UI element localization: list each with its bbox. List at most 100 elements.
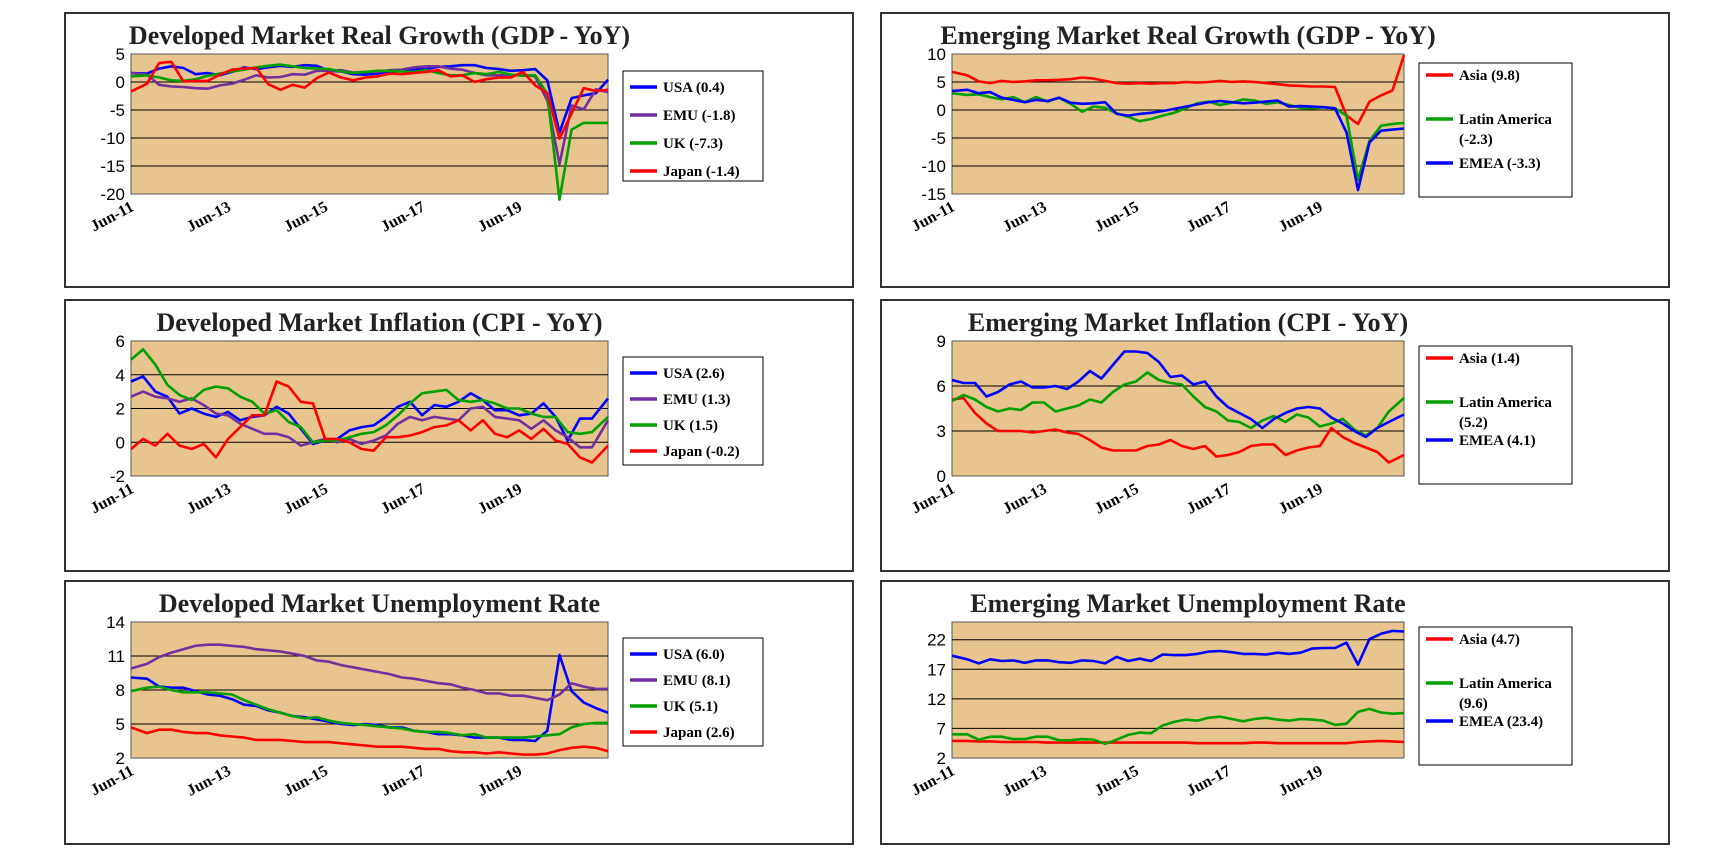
x-tick-label: Jun-17: [378, 199, 428, 236]
chart-svg: Emerging Market Unemployment Rate 22 17 12 7…: [909, 589, 1573, 800]
x-tick-label: Jun-19: [475, 763, 525, 800]
y-tick-label: 3: [937, 422, 946, 441]
legend-label: Japan (2.6): [663, 725, 735, 741]
legend-label: UK (1.5): [663, 418, 718, 434]
legend-label: Japan (-1.4): [663, 164, 740, 180]
series-line: [951, 54, 1406, 126]
legend-label: UK (-7.3): [663, 136, 723, 152]
x-tick-label: Jun-11: [88, 763, 137, 800]
y-tick-label: 0: [116, 433, 125, 452]
series-line: [951, 371, 1405, 437]
chart-svg: Developed Market Real Growth (GDP - YoY)…: [88, 21, 764, 236]
y-tick-label: 22: [927, 631, 946, 650]
y-tick-label: 0: [937, 467, 946, 486]
legend-box: [1418, 62, 1573, 198]
x-tick-label: Jun-19: [1276, 481, 1326, 518]
x-tick-label: Jun-13: [184, 481, 234, 518]
y-tick-label: 0: [116, 73, 125, 92]
series-line: [951, 629, 1405, 666]
chart-title: Emerging Market Inflation (CPI - YoY): [968, 308, 1408, 337]
x-tick-label: Jun-17: [1184, 481, 1234, 518]
x-tick-label: Jun-13: [1000, 763, 1050, 800]
chart-title: Emerging Market Real Growth (GDP - YoY): [940, 21, 1435, 50]
legend-label: EMEA (4.1): [1459, 433, 1536, 449]
x-tick-label: Jun-15: [281, 481, 331, 518]
chart-panel-dm-cpi: Developed Market Inflation (CPI - YoY) 6 4…: [64, 299, 854, 572]
x-tick-label: Jun-17: [378, 763, 428, 800]
legend-label: Latin America (9.6): [1459, 676, 1552, 712]
chart-title: Developed Market Real Growth (GDP - YoY): [129, 21, 630, 50]
plot-area: [951, 621, 1405, 759]
legend-label: USA (6.0): [663, 647, 725, 663]
series-line: [130, 390, 610, 449]
series-line: [130, 643, 608, 702]
x-tick-label: Jun-11: [909, 763, 958, 800]
y-tick-label: 17: [927, 660, 946, 679]
legend-label: USA (0.4): [663, 80, 725, 96]
y-tick-label: 8: [116, 681, 125, 700]
series-line: [130, 726, 609, 756]
x-tick-label: Jun-15: [281, 199, 331, 236]
series-line: [951, 350, 1405, 439]
y-tick-label: -15: [100, 157, 125, 176]
legend-label: Asia (9.8): [1459, 68, 1520, 84]
legend-box: [622, 356, 764, 466]
chart-title: Developed Market Inflation (CPI - YoY): [156, 308, 602, 337]
plot-area: [951, 340, 1405, 477]
y-tick-label: -5: [931, 129, 946, 148]
y-tick-label: 2: [937, 749, 946, 768]
chart-panel-em-cpi: Emerging Market Inflation (CPI - YoY) 9 6 3…: [880, 299, 1670, 572]
series-line: [951, 396, 1405, 464]
series-line: [130, 63, 608, 201]
chart-panel-dm-unemployment: Developed Market Unemployment Rate 14 11 8 5…: [64, 580, 854, 845]
x-tick-label: Jun-11: [88, 199, 137, 236]
legend-box: [622, 637, 764, 747]
legend-label: Japan (-0.2): [663, 444, 740, 460]
y-tick-label: -20: [100, 185, 125, 204]
x-tick-label: Jun-13: [1000, 199, 1050, 236]
chart-title: Developed Market Unemployment Rate: [159, 589, 600, 618]
chart-svg: Developed Market Inflation (CPI - YoY) 6 4…: [88, 308, 764, 518]
x-tick-label: Jun-17: [378, 481, 428, 518]
series-line: [130, 685, 608, 739]
chart-svg: Emerging Market Real Growth (GDP - YoY)1…: [909, 21, 1573, 236]
x-tick-label: Jun-15: [1092, 481, 1142, 518]
x-tick-label: Jun-11: [88, 481, 137, 518]
y-tick-label: 2: [116, 749, 125, 768]
legend-label: EMU (8.1): [663, 673, 731, 689]
x-tick-label: Jun-19: [475, 199, 525, 236]
y-tick-label: 2: [116, 400, 125, 419]
y-tick-label: 6: [937, 377, 946, 396]
chart-panel-em-gdp: Emerging Market Real Growth (GDP - YoY) 1…: [880, 12, 1670, 288]
x-tick-label: Jun-15: [1092, 199, 1142, 236]
chart-panel-em-unemployment: Emerging Market Unemployment Rate 22 17 12 7…: [880, 580, 1670, 845]
y-tick-label: -2: [110, 467, 125, 486]
legend-label: UK (5.1): [663, 699, 718, 715]
y-tick-label: -15: [921, 185, 946, 204]
legend-label: Latin America (-2.3): [1459, 112, 1552, 148]
legend-label: EMU (-1.8): [663, 108, 735, 124]
chart-svg: Emerging Market Inflation (CPI - YoY) 9 6 3…: [909, 308, 1573, 518]
x-tick-label: Jun-15: [1092, 763, 1142, 800]
legend-box: [1418, 626, 1573, 766]
legend-label: USA (2.6): [663, 366, 725, 382]
x-tick-label: Jun-13: [184, 763, 234, 800]
legend-label: EMEA (23.4): [1459, 714, 1543, 730]
plot-area: [951, 53, 1405, 195]
x-tick-label: Jun-13: [184, 199, 234, 236]
x-tick-label: Jun-17: [1184, 199, 1234, 236]
y-tick-label: 0: [937, 101, 946, 120]
y-tick-label: 6: [116, 332, 125, 351]
chart-panel-dm-gdp: Developed Market Real Growth (GDP - YoY)…: [64, 12, 854, 288]
series-line: [130, 375, 610, 446]
legend-box: [1418, 345, 1573, 485]
legend-label: EMU (1.3): [663, 392, 731, 408]
y-tick-label: 5: [937, 73, 946, 92]
x-tick-label: Jun-13: [1000, 481, 1050, 518]
series-line: [130, 348, 609, 444]
y-tick-label: 5: [116, 45, 125, 64]
y-tick-label: 9: [937, 332, 946, 351]
legend-label: Latin America (5.2): [1459, 395, 1552, 431]
y-tick-label: 11: [107, 647, 125, 666]
x-tick-label: Jun-17: [1184, 763, 1234, 800]
